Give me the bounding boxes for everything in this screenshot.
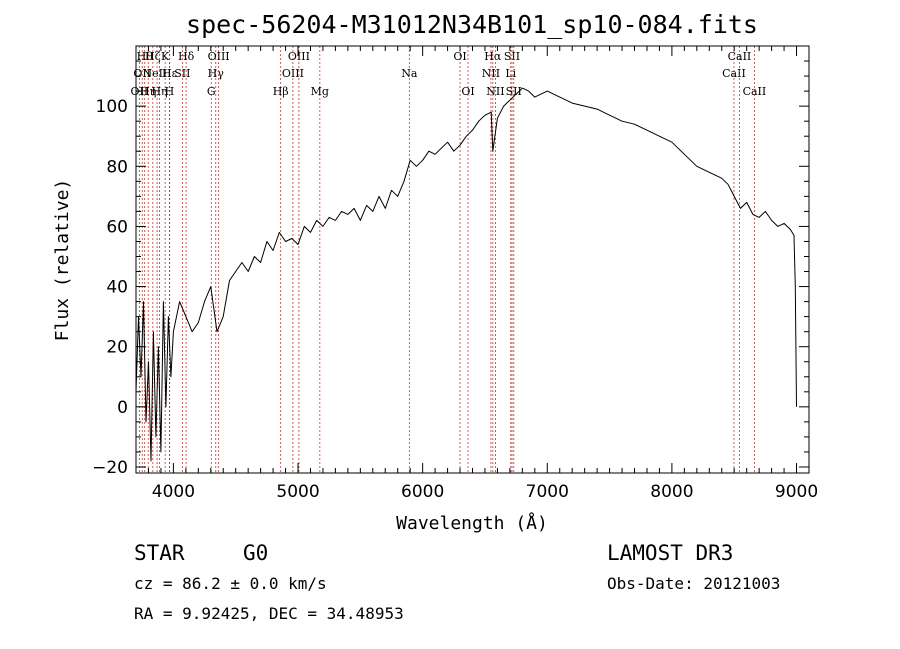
marker-label-18: Mg bbox=[311, 85, 329, 98]
redshift-text: cz = 86.2 ± 0.0 km/s bbox=[134, 574, 327, 593]
y-axis-label: Flux (relative) bbox=[52, 179, 73, 342]
y-axis-ticks: −20 0 20 40 60 80 100 bbox=[92, 60, 809, 478]
x-tick-label-4: 8000 bbox=[650, 482, 693, 502]
marker-label-4: Hζ bbox=[145, 50, 161, 63]
x-tick-label-3: 7000 bbox=[526, 482, 569, 502]
spectrum-trace-layer bbox=[135, 87, 797, 462]
spectrum-series-0 bbox=[135, 87, 797, 462]
marker-label-2: Hθ bbox=[137, 50, 154, 63]
marker-label-26: SII bbox=[504, 50, 520, 63]
coords-text: RA = 9.92425, DEC = 34.48953 bbox=[134, 604, 404, 623]
marker-label-10: SII bbox=[174, 67, 190, 80]
info-block: STAR G0 LAMOST DR3 cz = 86.2 ± 0.0 km/s … bbox=[134, 541, 780, 623]
marker-label-30: CaII bbox=[743, 85, 767, 98]
marker-label-14: OIII bbox=[208, 50, 230, 63]
chart-title: spec-56204-M31012N34B101_sp10-084.fits bbox=[186, 10, 758, 39]
marker-label-12: G bbox=[207, 85, 216, 98]
marker-label-21: OI bbox=[461, 85, 474, 98]
marker-label-1: OII bbox=[133, 67, 151, 80]
spectral-line-markers: OIIOIIHθHηHζNeIIIHηKHHεSIIHδGHγOIIIHβOII… bbox=[131, 46, 767, 473]
marker-label-23: Hα bbox=[484, 50, 502, 63]
survey-name: LAMOST DR3 bbox=[607, 541, 733, 565]
marker-label-15: Hβ bbox=[273, 85, 289, 98]
x-tick-label-2: 6000 bbox=[401, 482, 444, 502]
object-class: STAR bbox=[134, 541, 185, 565]
marker-label-19: Na bbox=[401, 67, 418, 80]
x-axis-ticks: 4000 5000 6000 7000 8000 9000 bbox=[135, 46, 818, 502]
marker-label-17: OIII bbox=[288, 50, 310, 63]
marker-label-6: Hη bbox=[151, 85, 167, 98]
y-tick-label-3: 40 bbox=[106, 278, 128, 298]
marker-label-27: SII bbox=[506, 85, 522, 98]
x-tick-label-1: 5000 bbox=[276, 482, 319, 502]
y-tick-label-5: 80 bbox=[106, 157, 128, 177]
plot-frame bbox=[135, 45, 810, 474]
marker-label-5: NeIII bbox=[142, 67, 171, 80]
marker-label-25: Li bbox=[505, 67, 516, 80]
marker-label-22: NII bbox=[482, 67, 500, 80]
marker-label-11: Hδ bbox=[178, 50, 195, 63]
marker-label-16: OIII bbox=[282, 67, 304, 80]
marker-label-3: Hη bbox=[140, 85, 156, 98]
obs-date-text: Obs-Date: 20121003 bbox=[607, 574, 780, 593]
y-tick-label-6: 100 bbox=[96, 97, 128, 117]
marker-label-20: OI bbox=[453, 50, 466, 63]
x-axis-label: Wavelength (Å) bbox=[396, 512, 548, 534]
marker-label-29: CaII bbox=[728, 50, 752, 63]
x-tick-label-0: 4000 bbox=[152, 482, 195, 502]
marker-label-28: CaII bbox=[722, 67, 746, 80]
y-tick-label-2: 20 bbox=[106, 338, 128, 358]
marker-label-13: Hγ bbox=[208, 67, 225, 80]
object-subclass: G0 bbox=[243, 541, 268, 565]
marker-label-7: K bbox=[161, 50, 170, 63]
marker-label-9: Hε bbox=[162, 67, 178, 80]
x-tick-label-5: 9000 bbox=[775, 482, 818, 502]
y-tick-label-1: 0 bbox=[117, 398, 128, 418]
y-tick-label-0: −20 bbox=[92, 458, 128, 478]
marker-label-24: NII bbox=[486, 85, 504, 98]
y-tick-label-4: 60 bbox=[106, 217, 128, 237]
